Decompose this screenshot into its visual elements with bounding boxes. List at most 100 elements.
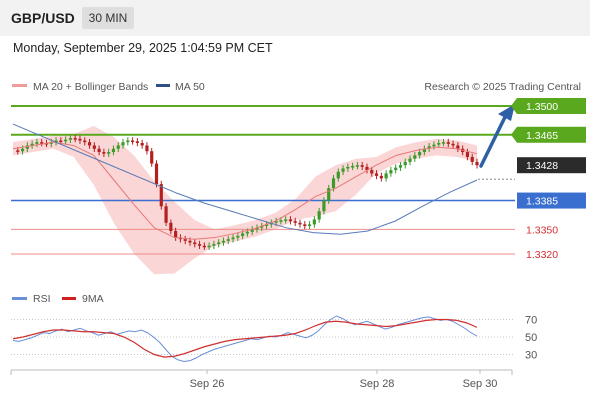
candle-up bbox=[274, 221, 278, 223]
candle-up bbox=[20, 148, 25, 152]
key-levels bbox=[11, 105, 515, 255]
candle-down bbox=[197, 244, 202, 246]
ma50-legend-swatch bbox=[156, 84, 170, 87]
candle-up bbox=[207, 245, 211, 248]
candle-down bbox=[174, 230, 178, 238]
candle-down bbox=[16, 150, 20, 152]
candle-up bbox=[389, 170, 393, 174]
candle-down bbox=[360, 165, 364, 167]
support-label: 1.3350 bbox=[526, 224, 558, 236]
candle-up bbox=[384, 173, 388, 179]
candle-down bbox=[150, 151, 154, 164]
candle-down bbox=[130, 140, 135, 143]
candle-down bbox=[451, 143, 455, 146]
candle-down bbox=[140, 143, 144, 146]
candle-up bbox=[68, 138, 73, 140]
candle-up bbox=[417, 152, 422, 156]
x-tick-label: Sep 30 bbox=[463, 378, 498, 390]
candle-down bbox=[73, 138, 77, 140]
support-label: 1.3320 bbox=[526, 249, 558, 261]
rsi-legend-label: RSI bbox=[33, 293, 51, 305]
candle-down bbox=[374, 173, 379, 176]
candle-up bbox=[111, 148, 116, 153]
candle-up bbox=[394, 167, 398, 171]
candle-down bbox=[169, 222, 173, 231]
credit-text: Research © 2025 Trading Central bbox=[424, 81, 581, 93]
candle-down bbox=[456, 145, 460, 149]
candle-up bbox=[327, 188, 331, 201]
candle-up bbox=[116, 145, 120, 149]
rsi-panel: 70 50 30 bbox=[11, 315, 537, 363]
candle-up bbox=[427, 146, 431, 149]
resistance-label-bg bbox=[517, 98, 586, 114]
rsi-legend-swatch bbox=[12, 297, 27, 300]
last-price-label-bg bbox=[517, 157, 586, 174]
candle-up bbox=[212, 244, 216, 246]
candle-up bbox=[441, 142, 446, 144]
candle-up bbox=[284, 219, 288, 221]
candle-down bbox=[188, 240, 192, 243]
rsi-tick-label: 70 bbox=[525, 315, 537, 327]
candle-down bbox=[145, 145, 149, 152]
rsi-tick-label: 50 bbox=[525, 332, 537, 344]
candle-down bbox=[102, 152, 106, 154]
candle-up bbox=[35, 142, 39, 144]
candle-down bbox=[135, 141, 139, 143]
rsi-tick-label: 30 bbox=[525, 350, 537, 362]
candle-down bbox=[159, 184, 163, 207]
interval-button[interactable]: 30 MIN bbox=[82, 7, 134, 29]
candle-up bbox=[398, 165, 403, 168]
candle-down bbox=[365, 166, 369, 171]
ma9-legend-swatch bbox=[62, 297, 76, 300]
candle-down bbox=[97, 148, 101, 153]
candle-up bbox=[408, 158, 412, 162]
candle-up bbox=[54, 140, 58, 143]
candle-up bbox=[422, 148, 426, 153]
candle-down bbox=[40, 142, 44, 144]
ma9-line bbox=[12, 318, 478, 358]
candle-up bbox=[307, 224, 312, 227]
last-price-label: 1.3428 bbox=[526, 160, 558, 172]
candle-down bbox=[164, 206, 168, 223]
candle-up bbox=[260, 226, 264, 228]
candle-down bbox=[83, 140, 87, 143]
candle-up bbox=[403, 161, 407, 166]
candle-up bbox=[121, 142, 125, 146]
candle-up bbox=[241, 233, 245, 236]
candle-up bbox=[25, 145, 29, 149]
candle-up bbox=[351, 166, 355, 168]
candle-up bbox=[331, 178, 336, 189]
candle-up bbox=[322, 200, 326, 212]
candle-down bbox=[202, 245, 206, 248]
candle-down bbox=[193, 242, 197, 245]
x-tick-label: Sep 26 bbox=[190, 378, 225, 390]
ma20-line bbox=[12, 141, 478, 240]
candle-up bbox=[250, 229, 254, 232]
candle-up bbox=[312, 219, 316, 225]
candle-up bbox=[437, 143, 441, 145]
bollinger-band-area bbox=[13, 125, 477, 275]
timestamp: Monday, September 29, 2025 1:04:59 PM CE… bbox=[13, 41, 273, 55]
ma20-legend-label: MA 20 + Bollinger Bands bbox=[33, 81, 148, 93]
candle-up bbox=[355, 165, 360, 167]
candle-up bbox=[30, 143, 34, 146]
candle-up bbox=[245, 231, 249, 234]
candle-up bbox=[231, 237, 235, 240]
candle-up bbox=[432, 144, 436, 147]
resistance-label-pointer bbox=[511, 98, 517, 114]
moving-averages bbox=[12, 123, 478, 240]
x-tick-label: Sep 28 bbox=[360, 378, 395, 390]
candle-down bbox=[78, 138, 82, 141]
candle-down bbox=[183, 239, 187, 241]
candle-up bbox=[279, 220, 283, 222]
candle-down bbox=[470, 156, 474, 162]
candle-down bbox=[465, 152, 470, 157]
candle-down bbox=[303, 224, 307, 227]
candle-up bbox=[336, 171, 340, 179]
resistance-label: 1.3500 bbox=[526, 101, 558, 113]
candle-up bbox=[413, 155, 417, 159]
ma50-legend-label: MA 50 bbox=[175, 81, 205, 93]
ma20-legend-swatch bbox=[12, 84, 27, 87]
candle-down bbox=[59, 140, 63, 143]
candle-up bbox=[255, 227, 259, 230]
